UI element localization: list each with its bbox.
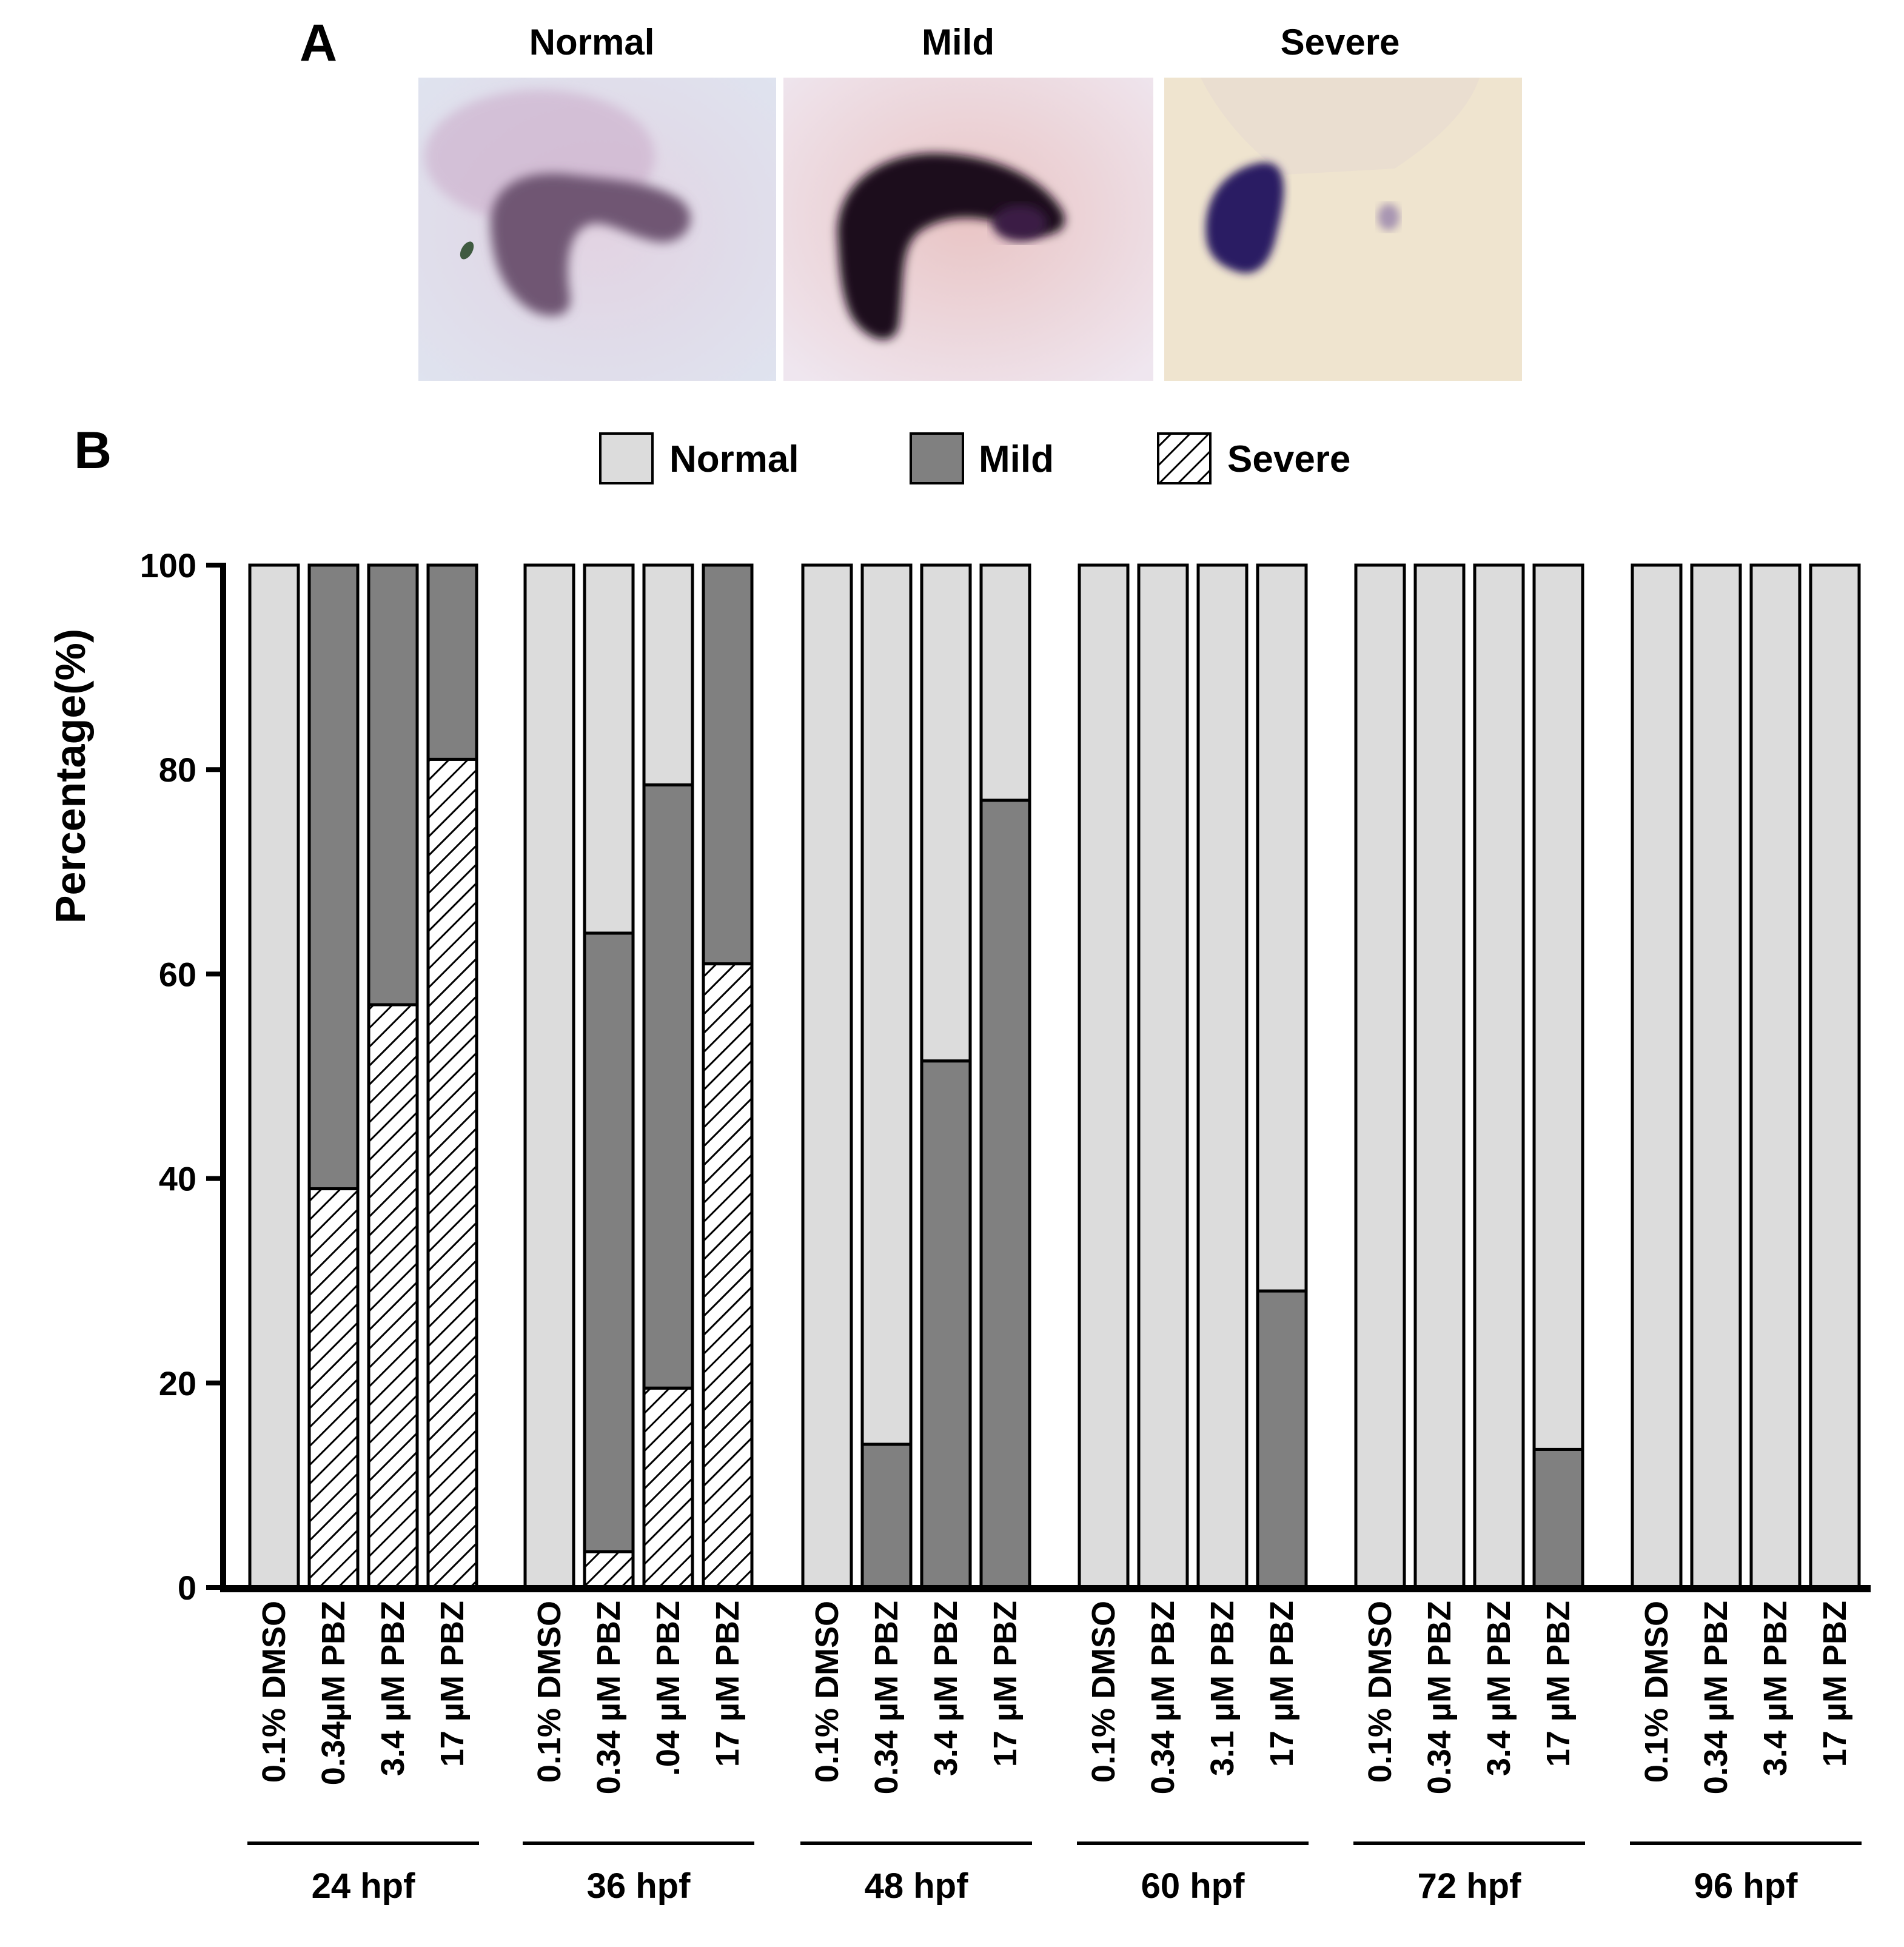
bar-segment-mild — [583, 931, 635, 1553]
legend-label-severe: Severe — [1227, 438, 1350, 480]
bar-category-label: 3.4 µM PBZ — [1757, 1601, 1794, 1776]
bar-segment-mild — [1532, 1447, 1584, 1589]
bar-segment-normal — [642, 563, 694, 786]
bar-category-label: 17 µM PBZ — [709, 1601, 746, 1767]
bar-category-label: 3.4 µM PBZ — [375, 1601, 411, 1776]
legend-swatch-mild — [910, 432, 964, 484]
bar-segment-normal — [583, 563, 635, 935]
y-tick-label: 100 — [140, 546, 196, 585]
image-label-mild: Mild — [922, 22, 994, 62]
bar-category-label: 0.34 µM PBZ — [591, 1601, 627, 1794]
bar-segment-severe — [583, 1550, 635, 1589]
bar-category-label: 3.1 µM PBZ — [1204, 1601, 1241, 1776]
bar-segment-normal — [1473, 563, 1525, 1589]
bar-segment-mild — [426, 563, 478, 761]
bar-segment-normal — [1749, 563, 1802, 1589]
image-label-normal: Normal — [529, 22, 655, 62]
bar-segment-normal — [1256, 563, 1308, 1293]
legend-swatch-normal — [599, 432, 654, 484]
bar-segment-mild — [367, 563, 419, 1007]
photo-mild-embryo-heart — [783, 78, 1153, 381]
bar-category-label: 17 µM PBZ — [987, 1601, 1024, 1767]
bar-category-label: 0.34 µM PBZ — [1145, 1601, 1181, 1794]
bar-segment-severe — [307, 1187, 360, 1589]
bar-segment-normal — [1078, 563, 1130, 1589]
bar-category-label: 0.1% DMSO — [1362, 1601, 1398, 1783]
group-label: 72 hpf — [1418, 1866, 1521, 1906]
bar-category-label: 0.1% DMSO — [1085, 1601, 1122, 1783]
bar-segment-normal — [1809, 563, 1861, 1589]
bar-category-label: 3.4 µM PBZ — [928, 1601, 964, 1776]
y-axis-label: Percentage(%) — [47, 629, 94, 923]
bar-segment-normal — [860, 563, 913, 1446]
group-label: 60 hpf — [1141, 1866, 1245, 1906]
bar-category-label: 0.34 µM PBZ — [1698, 1601, 1734, 1794]
bar-segment-normal — [979, 563, 1031, 802]
legend-item-normal: Normal — [599, 432, 799, 484]
photo-severe-embryo-heart — [1164, 78, 1522, 381]
bar-category-label: 17 µM PBZ — [434, 1601, 471, 1767]
group-label: 96 hpf — [1694, 1866, 1798, 1906]
bar-segment-mild — [1256, 1289, 1308, 1589]
bar-segment-severe — [702, 962, 754, 1589]
bar-segment-normal — [1196, 563, 1249, 1589]
bar-segment-mild — [642, 783, 694, 1390]
image-label-severe: Severe — [1280, 22, 1400, 62]
legend-swatch-severe — [1157, 432, 1212, 484]
bar-segment-mild — [702, 563, 754, 966]
bar-segment-normal — [801, 563, 853, 1589]
bar-category-label: 0.34 µM PBZ — [868, 1601, 905, 1794]
bar-category-label: 0.34 µM PBZ — [1421, 1601, 1458, 1794]
group-label: 48 hpf — [865, 1866, 968, 1906]
bar-segment-normal — [1690, 563, 1742, 1589]
legend: Normal Mild Severe — [599, 432, 1350, 484]
bar-segment-normal — [1631, 563, 1683, 1589]
bar-category-label: 0.1% DMSO — [809, 1601, 845, 1783]
bar-category-label: 17 µM PBZ — [1817, 1601, 1853, 1767]
bar-segment-normal — [523, 563, 575, 1589]
bar-category-label: 17 µM PBZ — [1540, 1601, 1577, 1767]
bar-segment-normal — [1354, 563, 1406, 1589]
bar-segment-normal — [1137, 563, 1189, 1589]
bar-category-label: .04 µM PBZ — [650, 1601, 686, 1776]
photo-normal-embryo-heart — [418, 78, 776, 381]
bar-segment-mild — [860, 1443, 913, 1589]
bar-category-label: 3.4 µM PBZ — [1481, 1601, 1517, 1776]
bar-segment-normal — [1532, 563, 1584, 1451]
bar-segment-severe — [426, 757, 478, 1589]
panel-b-letter: B — [74, 421, 112, 480]
bar-segment-mild — [920, 1059, 972, 1589]
y-tick-label: 60 — [159, 955, 196, 993]
legend-label-normal: Normal — [669, 438, 799, 480]
bar-segment-severe — [367, 1003, 419, 1589]
bar-category-label: 17 µM PBZ — [1264, 1601, 1300, 1767]
y-tick-label: 20 — [159, 1364, 196, 1402]
group-label: 36 hpf — [587, 1866, 691, 1906]
y-tick-label: 0 — [178, 1569, 196, 1607]
bar-category-label: 0.1% DMSO — [256, 1601, 292, 1783]
bar-category-label: 0.1% DMSO — [1638, 1601, 1675, 1783]
bar-segment-normal — [1413, 563, 1466, 1589]
legend-label-mild: Mild — [979, 438, 1054, 480]
bar-segment-normal — [920, 563, 972, 1063]
bar-segment-severe — [642, 1386, 694, 1589]
legend-item-severe: Severe — [1157, 432, 1350, 484]
y-tick-label: 80 — [159, 751, 196, 789]
panel-a-letter: A — [300, 14, 338, 72]
bar-segment-normal — [248, 563, 300, 1589]
bar-category-label: 0.1% DMSO — [531, 1601, 568, 1783]
y-tick-label: 40 — [159, 1160, 196, 1198]
bar-category-label: 0.34µM PBZ — [315, 1601, 352, 1785]
bar-segment-mild — [307, 563, 360, 1190]
legend-item-mild: Mild — [910, 432, 1054, 484]
bar-segment-mild — [979, 799, 1031, 1589]
group-label: 24 hpf — [312, 1866, 415, 1906]
